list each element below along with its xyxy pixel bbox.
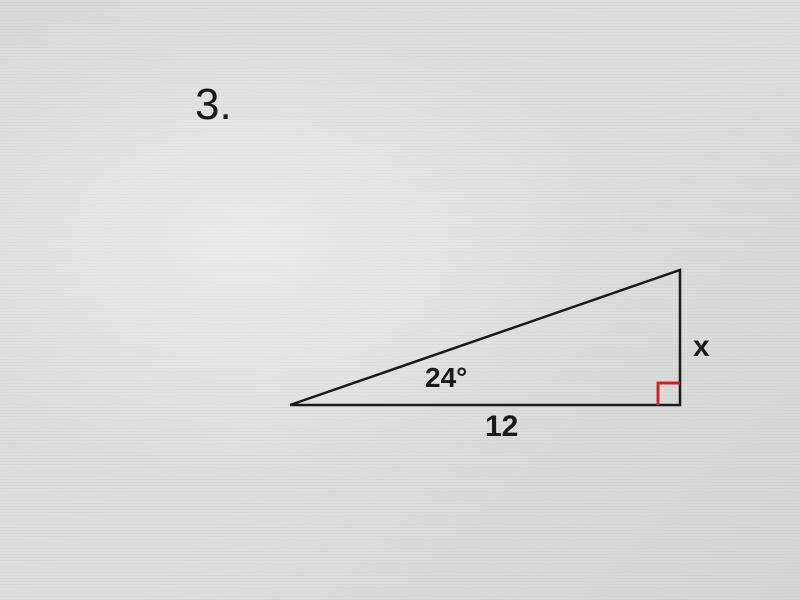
triangle-figure: 24° 12 x <box>280 210 730 450</box>
angle-label: 24° <box>425 362 467 394</box>
height-label: x <box>693 330 710 364</box>
problem-number: 3. <box>195 80 232 130</box>
triangle-shape <box>290 270 680 405</box>
right-angle-marker <box>658 383 680 405</box>
base-label: 12 <box>485 410 518 444</box>
diagram-container: 3. 24° 12 x <box>0 0 800 600</box>
